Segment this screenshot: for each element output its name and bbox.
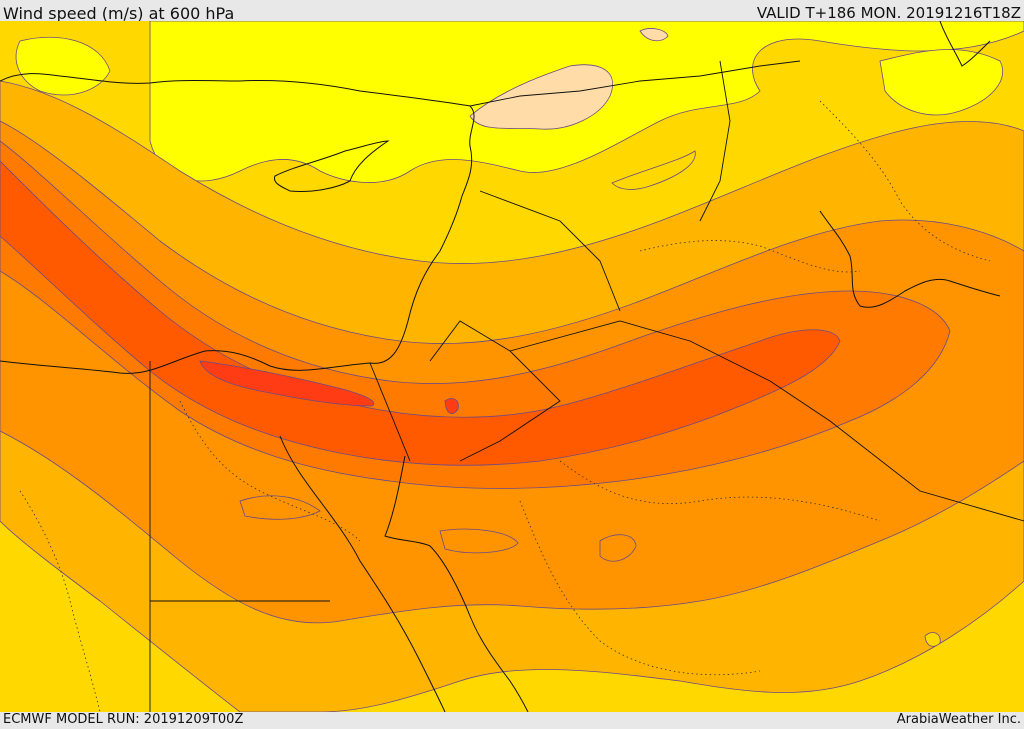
header-bar: Wind speed (m/s) at 600 hPa VALID T+186 … xyxy=(0,0,1024,23)
coastline-red-sea-west xyxy=(279,435,446,712)
wind-speed-map[interactable] xyxy=(0,21,1024,712)
province-boundary-5 xyxy=(819,100,991,262)
footer-bar: ECMWF MODEL RUN: 20191209T00Z ArabiaWeat… xyxy=(0,712,1024,729)
border-iran-iraq xyxy=(699,60,731,222)
border-turkey-syria xyxy=(469,60,801,107)
province-boundary-6 xyxy=(19,490,101,712)
valid-time-label: VALID T+186 MON. 20191216T18Z xyxy=(756,4,1021,22)
model-run-label: ECMWF MODEL RUN: 20191209T00Z xyxy=(3,712,244,727)
coastline-red-sea-east xyxy=(384,455,529,712)
wind-field-core-small xyxy=(444,398,459,414)
wind-field-patch-4 xyxy=(924,632,941,647)
coastline-turkey xyxy=(0,73,471,107)
wind-field-core xyxy=(199,360,375,407)
coastline-mediterranean xyxy=(0,105,475,374)
map-title: Wind speed (m/s) at 600 hPa xyxy=(3,4,235,23)
wind-field-lightest-small xyxy=(639,28,669,42)
wind-field-patch-1 xyxy=(599,534,637,562)
map-canvas xyxy=(0,21,1024,712)
coastline-gulf xyxy=(819,210,1001,308)
border-syria-iraq xyxy=(479,190,621,312)
border-jordan-saudi xyxy=(429,320,561,462)
wind-field-patch-5 xyxy=(611,150,696,190)
border-iraq-saudi xyxy=(509,320,1024,522)
wind-field-lightest xyxy=(469,64,613,130)
province-boundary-1 xyxy=(179,400,361,542)
coastline-cyprus xyxy=(273,140,390,192)
border-israel-egypt xyxy=(369,362,411,462)
wind-field-low-west xyxy=(15,36,111,96)
province-boundary-4 xyxy=(519,500,761,676)
wind-field-low-east xyxy=(879,49,1003,116)
coastline-caspian xyxy=(939,21,991,67)
credit-label: ArabiaWeather Inc. xyxy=(896,712,1021,727)
wind-field-patch-3 xyxy=(239,495,321,520)
wind-field-patch-2 xyxy=(439,528,519,554)
